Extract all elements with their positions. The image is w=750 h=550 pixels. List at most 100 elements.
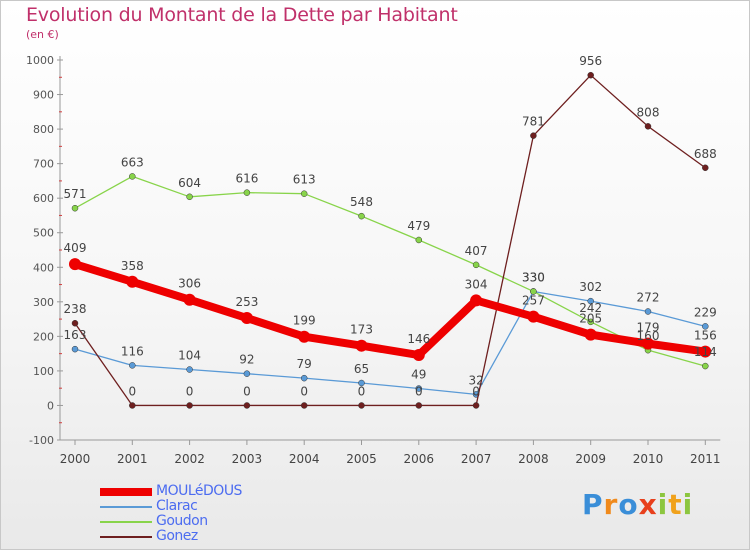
y-tick-label: 100 (33, 365, 54, 378)
x-tick-label: 2006 (404, 452, 435, 466)
x-tick-label: 2000 (60, 452, 91, 466)
data-label: 238 (64, 302, 87, 316)
data-point (186, 193, 193, 201)
data-label: 205 (579, 312, 602, 326)
data-point (412, 349, 425, 362)
data-point (129, 362, 136, 369)
x-tick-label: 2001 (117, 452, 148, 466)
series-line-2 (74, 175, 706, 367)
data-point (415, 385, 423, 392)
data-label: 272 (637, 290, 660, 304)
data-label: 781 (522, 115, 545, 129)
data-point (358, 402, 365, 409)
data-label: 548 (350, 195, 373, 209)
logo-letter: P (582, 488, 604, 521)
y-tick-label: 900 (33, 89, 54, 102)
data-label: 358 (121, 259, 144, 273)
data-label: 0 (472, 384, 480, 398)
data-label: 116 (121, 344, 144, 358)
data-label: 79 (297, 357, 312, 371)
data-point (587, 318, 594, 326)
data-point (298, 330, 311, 343)
proxiti-logo: Proxiti (582, 488, 693, 521)
data-point (71, 319, 79, 327)
data-label: 242 (579, 301, 602, 315)
data-point (587, 297, 594, 305)
data-label: 956 (579, 54, 602, 68)
data-point (129, 173, 136, 180)
data-point (584, 328, 597, 341)
y-tick-label: 0 (47, 399, 54, 412)
data-point (186, 366, 193, 373)
data-point (243, 370, 251, 377)
data-label: 32 (468, 373, 483, 387)
data-label: 199 (293, 314, 316, 328)
y-tick-label: 600 (33, 192, 54, 205)
data-label: 604 (178, 176, 201, 190)
data-label: 49 (411, 368, 426, 382)
data-point (300, 402, 308, 409)
x-tick-label: 2004 (289, 452, 320, 466)
data-label: 257 (522, 294, 545, 308)
y-tick-label: -100 (29, 434, 54, 447)
data-point (129, 402, 136, 409)
y-tick-label: 800 (33, 123, 54, 136)
chart-title: Evolution du Montant de la Dette par Hab… (26, 4, 458, 26)
logo-letter: r (603, 488, 619, 521)
y-tick-label: 400 (33, 261, 54, 274)
data-point (644, 123, 652, 130)
data-label: 330 (522, 270, 545, 284)
data-label: 156 (694, 329, 717, 343)
data-point (642, 337, 654, 350)
y-tick-label: 1000 (26, 54, 54, 67)
data-point (699, 345, 712, 358)
data-point (358, 379, 365, 387)
y-tick-label: 300 (33, 296, 54, 309)
data-label: 663 (121, 155, 144, 169)
data-label: 92 (239, 353, 254, 367)
data-point (300, 374, 308, 382)
legend-label: Clarac (156, 498, 198, 514)
data-label: 179 (637, 321, 660, 335)
logo-letter: i (657, 488, 669, 521)
data-point (415, 236, 423, 244)
data-label: 0 (358, 384, 366, 398)
data-point (472, 402, 480, 409)
data-point (240, 312, 253, 325)
data-label: 160 (637, 329, 660, 343)
data-label: 571 (64, 187, 87, 201)
data-label: 163 (64, 328, 87, 342)
data-point (243, 189, 251, 196)
x-tick-label: 2007 (461, 452, 492, 466)
data-point (644, 308, 652, 315)
data-label: 146 (407, 332, 430, 346)
data-point (355, 339, 368, 352)
x-tick-label: 2005 (346, 452, 377, 466)
legend-swatch (100, 521, 152, 523)
x-tick-label: 2010 (633, 452, 664, 466)
data-point (358, 212, 365, 220)
data-point (530, 132, 537, 139)
y-tick-label: 500 (33, 227, 54, 240)
data-point (472, 261, 480, 269)
data-label: 409 (64, 241, 87, 255)
data-point (183, 293, 196, 306)
data-label: 808 (637, 105, 660, 119)
data-label: 0 (128, 384, 136, 398)
data-point (186, 402, 193, 409)
data-point (415, 402, 423, 409)
y-tick-label: 700 (33, 158, 54, 171)
series-line-1 (74, 290, 706, 396)
data-point (702, 362, 709, 370)
data-label: 253 (235, 295, 258, 309)
data-label: 0 (415, 384, 423, 398)
data-label: 688 (694, 147, 717, 161)
x-tick-label: 2008 (518, 452, 549, 466)
data-label: 65 (354, 362, 369, 376)
data-label: 306 (178, 277, 201, 291)
legend-label: MOULéDOUS (156, 483, 242, 499)
data-label: 616 (235, 172, 258, 186)
legend-swatch (100, 536, 152, 538)
x-tick-label: 2011 (690, 452, 721, 466)
